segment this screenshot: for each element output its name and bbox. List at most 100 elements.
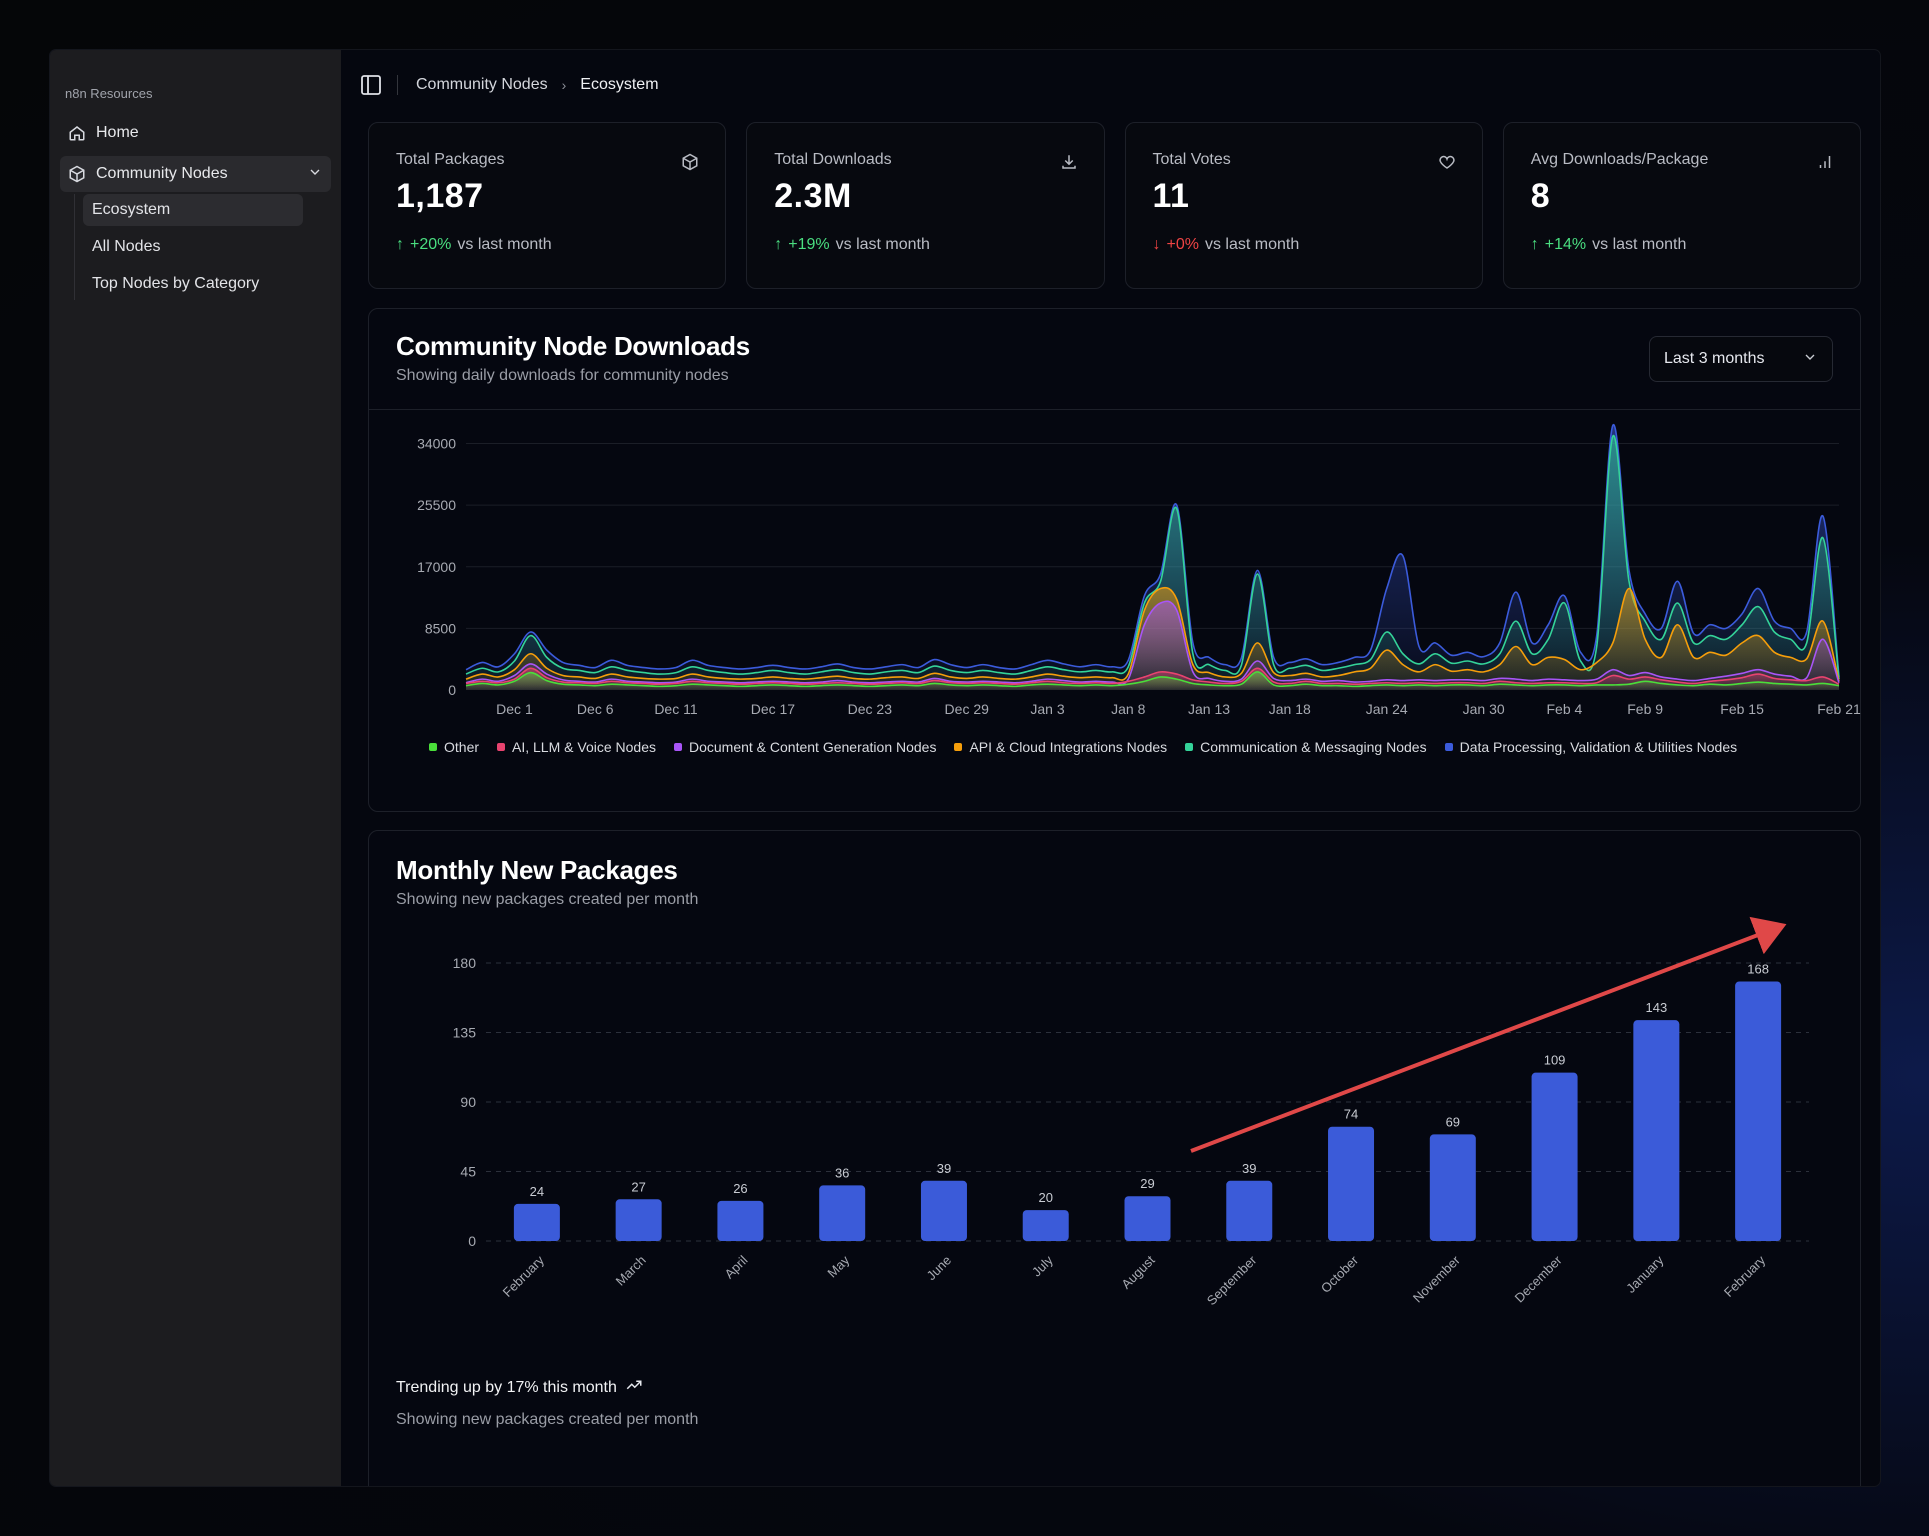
topbar: Community Nodes › Ecosystem [341, 50, 1880, 120]
packages-panel: Monthly New Packages Showing new package… [368, 830, 1861, 1486]
legend-item: AI, LLM & Voice Nodes [497, 739, 656, 755]
series-line [465, 600, 1840, 685]
bar-value-label: 20 [1038, 1190, 1052, 1205]
stat-delta: ↓ +0% vs last month [1153, 236, 1455, 254]
breadcrumb-parent[interactable]: Community Nodes [416, 76, 548, 93]
bar-value-label: 36 [835, 1165, 849, 1180]
legend-swatch [1185, 743, 1194, 751]
y-tick-label: 180 [453, 955, 477, 971]
x-tick-label: Feb 21 [1817, 701, 1861, 717]
series-line [465, 424, 1840, 678]
bar-chart-icon [1816, 153, 1834, 171]
bar[interactable] [920, 1180, 967, 1241]
packages-bar-chart: 0 45 90 135 180 24 February 27 March 26 April 36 May… [453, 916, 1809, 1308]
divider [369, 409, 1860, 410]
heart-icon [1438, 153, 1456, 171]
arrow-up-icon: ↑ [396, 236, 404, 253]
x-tick-label: Jan 30 [1463, 701, 1505, 717]
bar-value-label: 69 [1446, 1114, 1460, 1129]
legend-label: Document & Content Generation Nodes [688, 739, 937, 755]
stat-card-total-downloads: Total Downloads 2.3M ↑ +19% vs last mont… [746, 122, 1105, 289]
bar[interactable] [1531, 1072, 1578, 1241]
bar-value-label: 74 [1344, 1107, 1358, 1122]
chevron-down-icon [1802, 349, 1818, 370]
sidebar: n8n Resources Home Community Nodes Ecosy… [50, 50, 341, 1486]
chevron-down-icon[interactable] [307, 164, 323, 185]
stat-delta-pct: +14% [1544, 236, 1587, 253]
bar[interactable] [1328, 1126, 1375, 1241]
sidebar-item-top-nodes[interactable]: Top Nodes by Category [92, 275, 260, 292]
y-tick-label: 34000 [417, 436, 456, 452]
y-tick-label: 25500 [417, 497, 456, 513]
stat-label: Total Votes [1152, 151, 1231, 168]
stat-delta-suffix: vs last month [835, 236, 930, 253]
x-tick-label: March [613, 1253, 649, 1289]
range-select[interactable]: Last 3 months [1649, 336, 1833, 382]
trend-note: Trending up by 17% this month Showing ne… [396, 1376, 698, 1429]
stat-value: 1,187 [396, 177, 484, 215]
legend-item: Data Processing, Validation & Utilities … [1444, 739, 1738, 755]
package-icon [681, 153, 699, 171]
sidebar-item-community-nodes[interactable]: Community Nodes [60, 156, 331, 192]
x-tick-label: Jan 24 [1366, 701, 1408, 717]
x-tick-label: Feb 4 [1546, 701, 1582, 717]
bar-value-label: 168 [1747, 962, 1769, 977]
legend-swatch [497, 743, 506, 751]
bar-value-label: 39 [937, 1161, 951, 1176]
panel-subtitle: Showing new packages created per month [396, 891, 699, 908]
bar[interactable] [1124, 1196, 1171, 1241]
divider [397, 75, 398, 95]
panel-subtitle: Showing daily downloads for community no… [396, 367, 729, 384]
stat-delta-pct: +19% [788, 236, 830, 253]
sidebar-item-all-nodes[interactable]: All Nodes [92, 238, 161, 255]
bar[interactable] [1735, 981, 1782, 1241]
x-tick-label: Dec 17 [751, 701, 796, 717]
sidebar-item-home[interactable]: Home [60, 115, 331, 151]
legend-label: Communication & Messaging Nodes [1200, 739, 1427, 755]
x-tick-label: Dec 6 [577, 701, 614, 717]
bar[interactable] [819, 1185, 866, 1241]
legend-item: API & Cloud Integrations Nodes [954, 739, 1167, 755]
y-tick-label: 8500 [425, 620, 456, 636]
bar[interactable] [1022, 1210, 1069, 1241]
bar[interactable] [1429, 1134, 1476, 1241]
home-icon [68, 124, 86, 142]
bar[interactable] [615, 1199, 662, 1241]
y-tick-label: 0 [468, 1233, 476, 1249]
stat-value: 8 [1530, 177, 1551, 215]
bar[interactable] [513, 1203, 560, 1241]
download-icon [1060, 153, 1078, 171]
stat-card-total-packages: Total Packages 1,187 ↑ +20% vs last mont… [368, 122, 727, 289]
chart-legend: Other AI, LLM & Voice Nodes Document & Con… [429, 739, 1737, 755]
bar-value-label: 27 [631, 1179, 645, 1194]
arrow-down-icon: ↓ [1152, 236, 1161, 253]
package-icon [68, 165, 86, 183]
trend-text: Trending up by 17% this month [396, 1378, 617, 1396]
bar[interactable] [1226, 1180, 1273, 1241]
stat-delta-suffix: vs last month [1204, 236, 1300, 253]
legend-label: API & Cloud Integrations Nodes [969, 739, 1168, 755]
legend-label: Data Processing, Validation & Utilities … [1459, 739, 1738, 755]
downloads-area-chart: 0 8500 17000 25500 34000 Dec 1 Dec 6 Dec 11 Dec … [417, 424, 1861, 717]
y-tick-label: 0 [448, 682, 456, 698]
series-area [466, 671, 1839, 690]
sidebar-item-label: Home [96, 124, 139, 141]
stat-value: 11 [1152, 177, 1190, 215]
x-tick-label: Jan 8 [1111, 701, 1145, 717]
bar[interactable] [1633, 1020, 1680, 1241]
stat-delta-pct: +0% [1166, 236, 1199, 253]
packages-panel-header: Monthly New Packages Showing new package… [369, 831, 1860, 909]
sidebar-toggle-icon[interactable] [359, 73, 383, 97]
bar[interactable] [717, 1200, 764, 1241]
legend-item: Communication & Messaging Nodes [1185, 739, 1427, 755]
sidebar-group-label: n8n Resources [65, 86, 153, 101]
stat-label: Total Downloads [774, 151, 892, 168]
x-tick-label: November [1410, 1252, 1463, 1305]
x-tick-label: December [1512, 1252, 1565, 1305]
sidebar-item-ecosystem[interactable]: Ecosystem [83, 194, 303, 226]
x-tick-label: April [722, 1252, 751, 1281]
series-line [465, 667, 1840, 686]
sidebar-item-label: Community Nodes [96, 165, 228, 182]
bar-value-label: 26 [733, 1181, 747, 1196]
y-tick-label: 45 [460, 1164, 476, 1180]
